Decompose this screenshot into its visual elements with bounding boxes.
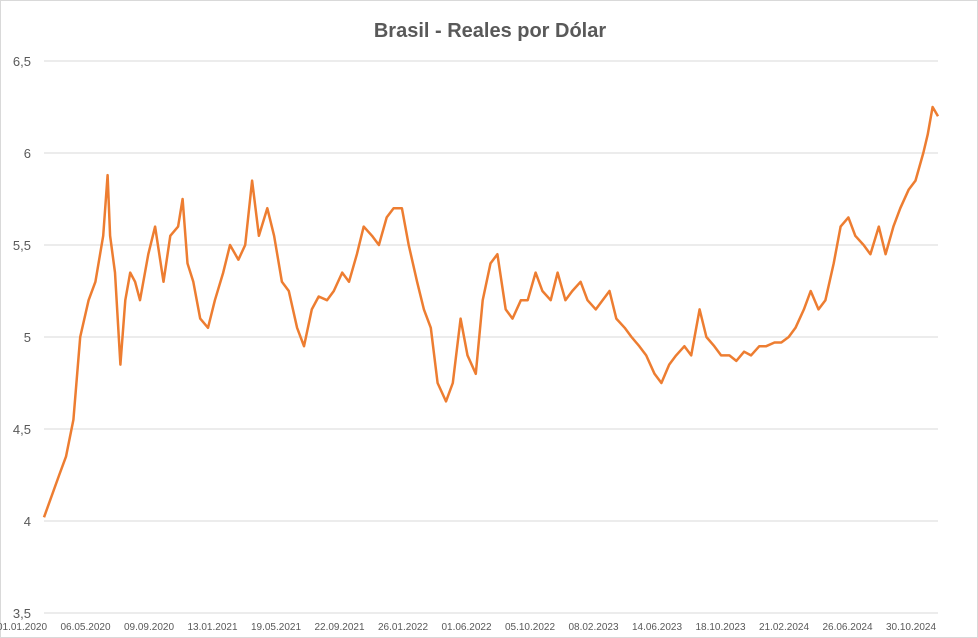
x-tick-label: 30.10.2024 [886,622,936,633]
x-tick-label: 26.06.2024 [822,622,872,633]
x-tick-label: 08.02.2023 [568,622,618,633]
x-tick-label: 19.05.2021 [251,622,301,633]
y-tick-label: 6 [24,146,31,161]
y-tick-label: 3,5 [13,606,31,621]
x-tick-label: 05.10.2022 [505,622,555,633]
y-tick-label: 5 [24,330,31,345]
x-tick-label: 13.01.2021 [187,622,237,633]
series-layer [42,105,940,518]
x-tick-label: 21.02.2024 [759,622,809,633]
x-tick-label: 26.01.2022 [378,622,428,633]
chart-title: Brasil - Reales por Dólar [374,20,607,42]
y-tick-label: 5,5 [13,238,31,253]
series-line-brl-usd [42,105,940,518]
y-tick-label: 4 [24,514,31,529]
x-axis-ticks: 01.01.2020 06.05.2020 09.09.2020 13.01.2021… [0,622,936,633]
x-tick-label: 14.06.2023 [632,622,682,633]
y-tick-label: 6,5 [13,54,31,69]
gridlines [44,60,938,614]
x-tick-label: 09.09.2020 [124,622,174,633]
y-axis-ticks: 3,5 4 4,5 5 5,5 6 6,5 [13,54,31,621]
x-tick-label: 18.10.2023 [695,622,745,633]
y-tick-label: 4,5 [13,422,31,437]
x-tick-label: 06.05.2020 [60,622,110,633]
x-tick-label: 01.01.2020 [0,622,47,633]
x-tick-label: 22.09.2021 [314,622,364,633]
x-tick-label: 01.06.2022 [441,622,491,633]
